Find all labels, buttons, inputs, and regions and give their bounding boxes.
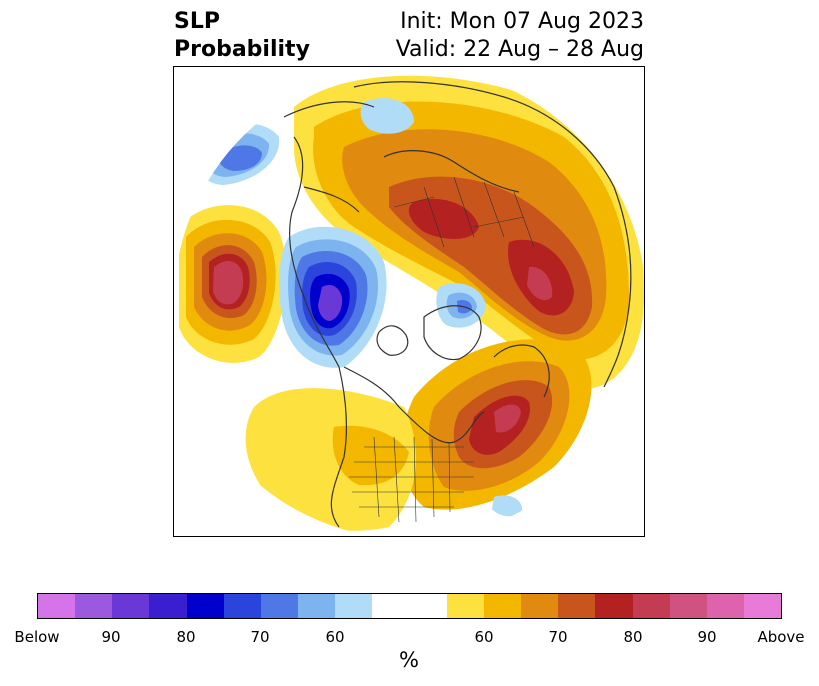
colorbar-swatch <box>260 594 299 618</box>
colorbar-swatch <box>595 594 633 618</box>
colorbar-swatch <box>669 594 707 618</box>
chart-title: SLP Probability <box>174 8 310 64</box>
colorbar-swatch <box>335 594 373 618</box>
colorbar-swatch <box>186 594 224 618</box>
colorbar-swatch <box>372 594 410 618</box>
colorbar-swatch <box>483 594 522 618</box>
init-date: Init: Mon 07 Aug 2023 <box>400 9 644 34</box>
valid-date: Valid: 22 Aug – 28 Aug <box>395 37 644 62</box>
colorbar-swatch <box>38 594 76 618</box>
colorbar-swatch <box>149 594 187 618</box>
tick-label: 90 <box>697 628 717 646</box>
tick-label: Above <box>757 628 805 646</box>
tick-label: 60 <box>325 628 345 646</box>
colorbar-swatch <box>558 594 596 618</box>
colorbar-swatch <box>521 594 559 618</box>
tick-label: 70 <box>250 628 270 646</box>
title-line-1: SLP <box>174 9 220 34</box>
colorbar-swatch <box>706 594 744 618</box>
colorbar-swatch <box>446 594 484 618</box>
forecast-dates: Init: Mon 07 Aug 2023 Valid: 22 Aug – 28… <box>396 8 644 64</box>
colorbar-swatch <box>75 594 113 618</box>
colorbar-swatch <box>632 594 670 618</box>
title-line-2: Probability <box>174 37 310 62</box>
colorbar-swatch <box>298 594 336 618</box>
tick-label: 80 <box>623 628 643 646</box>
colorbar-unit: % <box>399 648 419 672</box>
map-panel <box>173 66 645 537</box>
colorbar-swatch <box>223 594 261 618</box>
tick-label: Below <box>14 628 60 646</box>
tick-label: 90 <box>101 628 121 646</box>
coastlines <box>283 81 632 528</box>
borders <box>349 176 535 523</box>
tick-label: 60 <box>474 628 494 646</box>
probability-map <box>179 75 644 531</box>
colorbar <box>37 593 782 619</box>
tick-label: 80 <box>176 628 196 646</box>
colorbar-swatch <box>409 594 447 618</box>
colorbar-swatch <box>112 594 150 618</box>
colorbar-swatch <box>743 594 782 618</box>
tick-label: 70 <box>548 628 568 646</box>
